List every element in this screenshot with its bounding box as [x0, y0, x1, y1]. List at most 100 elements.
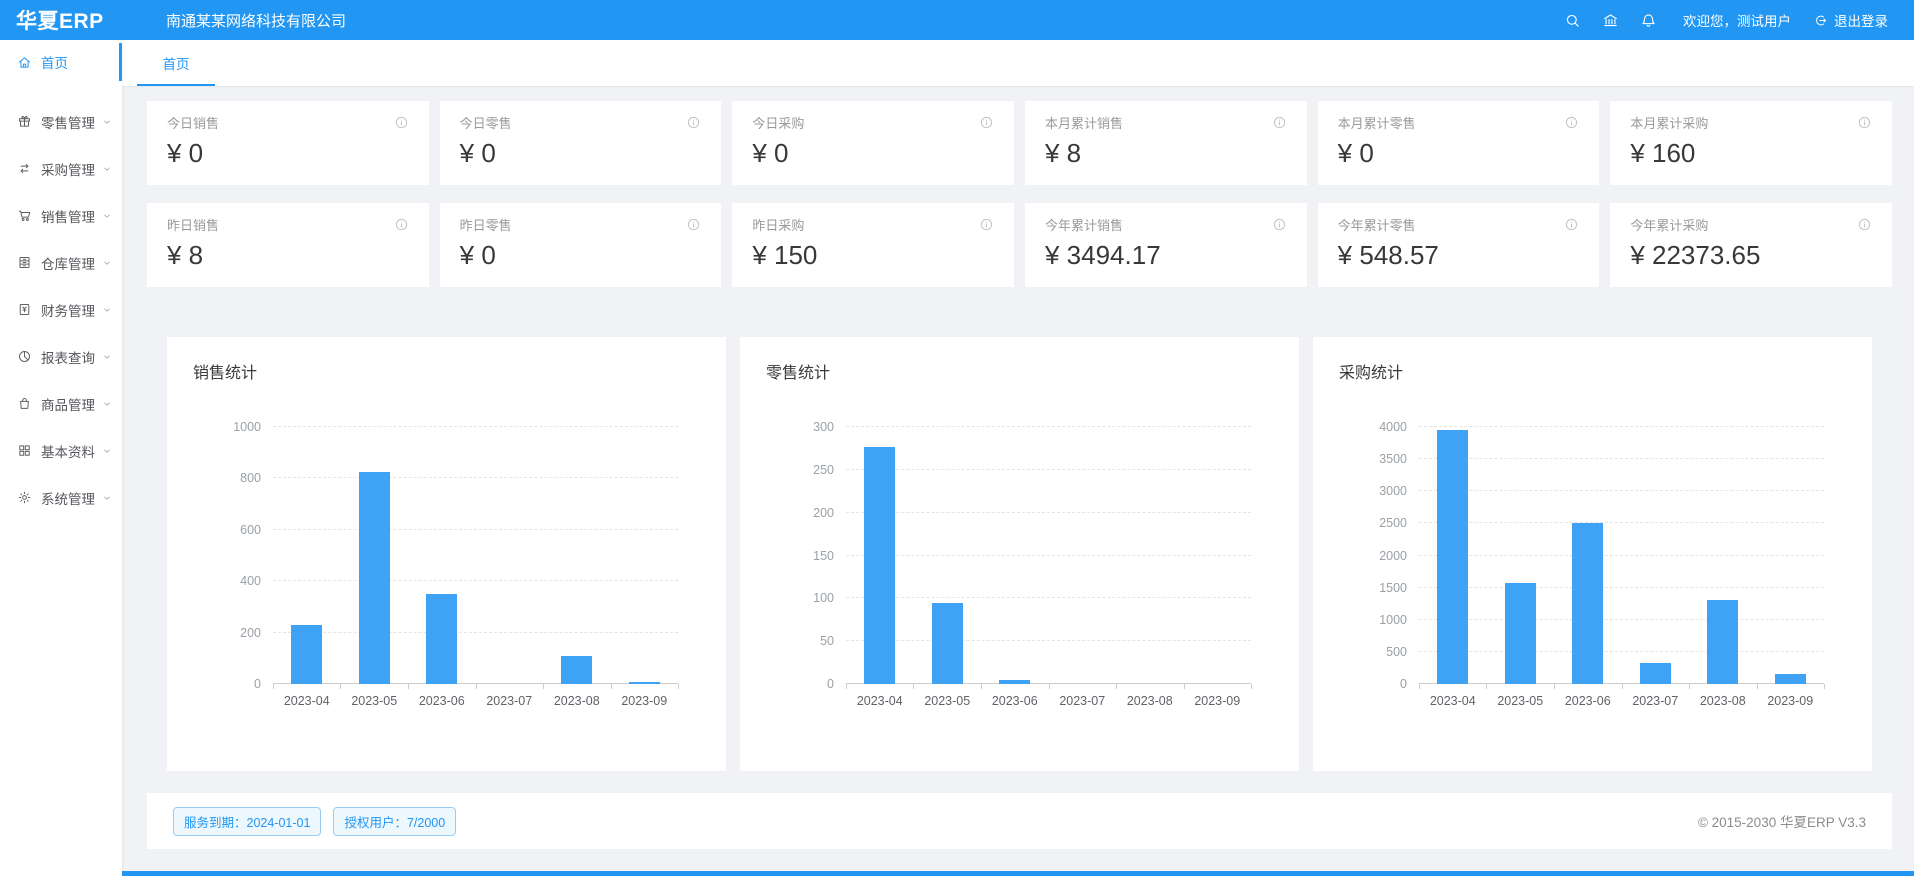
y-axis-tick-label: 4000	[1379, 420, 1407, 434]
sidebar-item-system[interactable]: 系统管理	[0, 474, 122, 521]
y-axis-tick-label: 600	[240, 522, 261, 537]
licensed-users-badge: 授权用户：7/2000	[333, 806, 457, 836]
service-expiry-badge: 服务到期：2024-01-01	[173, 806, 322, 836]
chart-plot-area[interactable]: 0 500 1000 1500 2000 2500 3000 3500 4000	[1379, 420, 1825, 691]
sidebar-item-home[interactable]: 首页	[0, 40, 122, 84]
info-icon-button[interactable]	[1272, 217, 1287, 232]
x-axis-tick	[1183, 684, 1185, 689]
x-axis-category-label: 2023-09	[1767, 694, 1814, 708]
info-icon-button[interactable]	[979, 115, 994, 130]
sidebar-item-reports[interactable]: 报表查询	[0, 333, 122, 380]
cart-icon	[18, 210, 31, 221]
stat-card-value: ¥ 8	[167, 240, 204, 270]
stat-card: 本月累计销售 ¥ 8	[1024, 101, 1307, 185]
info-icon-button[interactable]	[686, 115, 701, 130]
bar[interactable]	[1639, 662, 1671, 684]
stat-card-header: 今日零售	[460, 113, 702, 132]
stat-card-label: 本月累计采购	[1630, 116, 1709, 131]
app-logo: 华夏ERP	[16, 10, 104, 33]
bar[interactable]	[358, 471, 390, 684]
info-icon-button[interactable]	[394, 217, 409, 232]
bank-icon[interactable]	[1591, 12, 1629, 29]
sidebar-item-sales[interactable]: 销售管理	[0, 192, 122, 239]
sidebar-item-basic[interactable]: 基本资料	[0, 427, 122, 474]
stat-card-label: 今年累计采购	[1630, 218, 1709, 233]
x-axis-tick	[1115, 684, 1117, 689]
bar[interactable]	[291, 624, 323, 684]
stat-card-label: 本月累计零售	[1337, 116, 1416, 131]
logout-button[interactable]: 退出登录	[1813, 10, 1888, 30]
info-icon-button[interactable]	[1564, 217, 1579, 232]
x-axis-category-label: 2023-07	[1059, 694, 1106, 708]
chart-title: 零售统计	[766, 365, 831, 382]
chart-title: 采购统计	[1339, 365, 1404, 382]
gridline	[1419, 426, 1824, 427]
stat-card-label: 今年累计销售	[1044, 218, 1123, 233]
stat-card: 今年累计采购 ¥ 22373.65	[1610, 203, 1892, 287]
info-icon-button[interactable]	[1272, 115, 1287, 130]
x-axis-tick	[407, 684, 409, 689]
sidebar-item-goods[interactable]: 商品管理	[0, 380, 122, 427]
gridline	[1419, 490, 1824, 492]
bar[interactable]	[1504, 582, 1536, 684]
info-icon-button[interactable]	[394, 115, 409, 130]
stat-card: 昨日采购 ¥ 150	[732, 203, 1014, 287]
bell-icon[interactable]	[1629, 12, 1667, 29]
bank-icon	[1603, 13, 1617, 26]
bar[interactable]	[1774, 673, 1806, 684]
sidebar-item-finance[interactable]: 财务管理	[0, 286, 122, 333]
info-icon-button[interactable]	[686, 217, 701, 232]
y-axis-tick-label: 3500	[1379, 452, 1407, 467]
bar[interactable]	[931, 602, 963, 684]
chart-card: 销售统计 0 200 400 600 800 1000 2023-04 2023-05 2023-…	[167, 337, 726, 771]
bar[interactable]	[864, 446, 896, 684]
info-icon-button[interactable]	[1857, 115, 1872, 130]
sidebar-item-warehouse[interactable]: 仓库管理	[0, 239, 122, 286]
x-axis-labels: 2023-04 2023-05 2023-06 2023-07 2023-08 2023-…	[273, 694, 678, 708]
info-icon	[980, 116, 993, 129]
tab-home[interactable]: 首页	[137, 40, 215, 86]
gridline	[846, 597, 1251, 599]
y-axis-tick-label: 2500	[1379, 516, 1407, 531]
bar[interactable]	[426, 594, 458, 684]
bar-slot	[1757, 427, 1825, 684]
sidebar-item-label: 财务管理	[41, 303, 95, 319]
bar[interactable]	[999, 679, 1031, 684]
stat-card-value: ¥ 548.57	[1337, 240, 1439, 270]
search-icon[interactable]	[1553, 12, 1591, 29]
info-icon-button[interactable]	[979, 217, 994, 232]
gridline	[1419, 683, 1824, 684]
info-icon-button[interactable]	[1564, 115, 1579, 130]
tab-bar: 首页	[122, 40, 1914, 87]
chevron-down-icon	[104, 355, 110, 359]
stat-card-header: 今年累计零售	[1338, 215, 1580, 234]
y-axis-tick-label: 200	[240, 625, 261, 640]
chart-plot-area[interactable]: 0 200 400 600 800 1000	[233, 420, 679, 691]
x-axis-tick	[1824, 684, 1825, 689]
sidebar-item-purchase[interactable]: 采购管理	[0, 145, 122, 192]
info-icon	[688, 116, 700, 129]
bar[interactable]	[628, 681, 660, 684]
x-axis-category-label: 2023-09	[621, 694, 668, 708]
bar[interactable]	[1437, 430, 1469, 684]
bar[interactable]	[1572, 523, 1604, 684]
y-axis-tick-label: 1500	[1379, 580, 1407, 595]
stat-card-value: ¥ 0	[459, 138, 496, 168]
chart-plot-area[interactable]: 0 50 100 150 200 250 300	[813, 420, 1252, 691]
gridline	[273, 580, 678, 582]
x-axis-tick	[1621, 684, 1623, 689]
bar[interactable]	[561, 655, 593, 684]
x-axis-tick	[1419, 684, 1420, 689]
stat-card-value: ¥ 0	[1337, 138, 1374, 168]
y-axis-tick-label: 1000	[1379, 612, 1407, 627]
stat-card: 本月累计零售 ¥ 0	[1317, 101, 1600, 185]
stat-card-value: ¥ 3494.17	[1044, 240, 1161, 270]
bar[interactable]	[1707, 600, 1739, 684]
y-axis-tick-label: 0	[827, 677, 834, 691]
x-axis-category-label: 2023-04	[856, 694, 903, 708]
bar-slot	[476, 427, 544, 684]
info-icon-button[interactable]	[1857, 217, 1872, 232]
chevron-down-icon	[104, 402, 110, 406]
stat-card: 昨日零售 ¥ 0	[439, 203, 722, 287]
sidebar-item-retail[interactable]: 零售管理	[0, 98, 122, 145]
